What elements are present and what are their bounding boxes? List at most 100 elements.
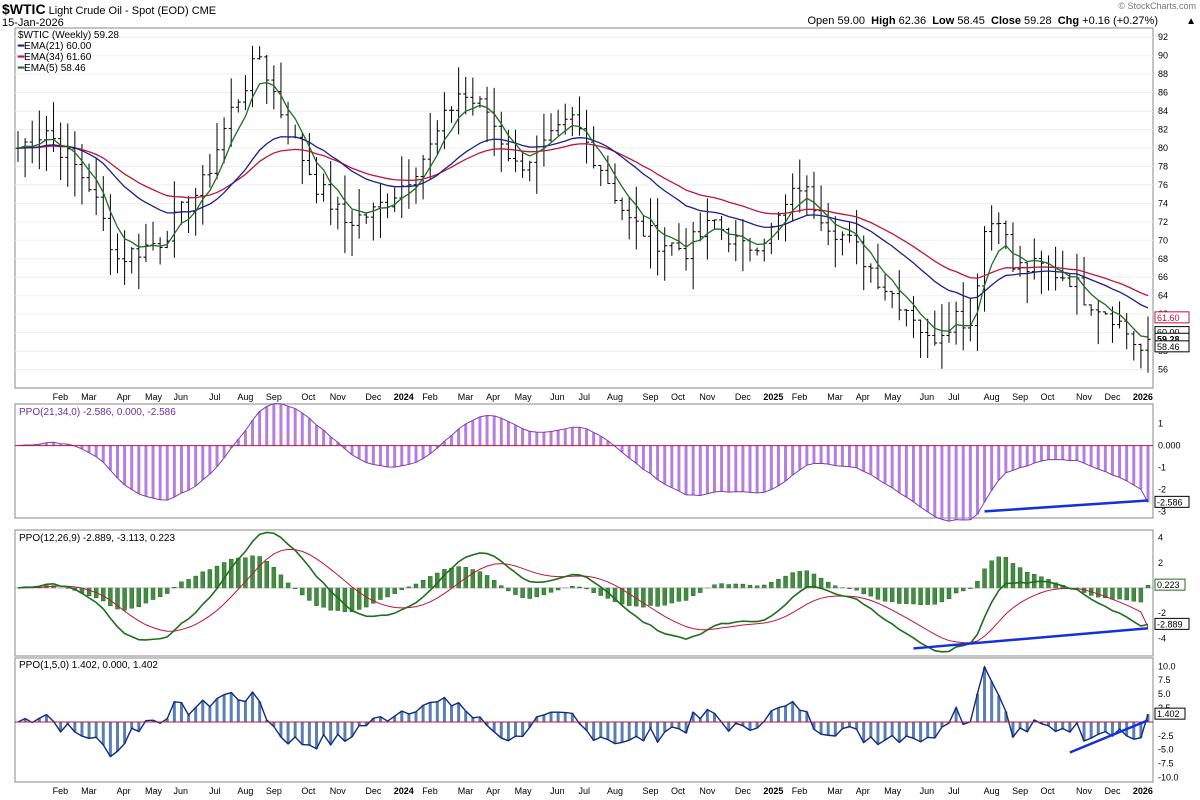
month-tick-label: Mar — [81, 392, 97, 402]
ppo2-hist-bar — [953, 587, 959, 594]
month-tick-label: Dec — [735, 392, 752, 402]
ppo2-hist-bar — [726, 584, 731, 589]
price-axis-tick-label: 78 — [1158, 161, 1168, 171]
ppo2-hist-bar — [1096, 587, 1101, 598]
month-tick-label: May — [145, 392, 163, 402]
ppo1-axis-tick-label: -2 — [1158, 485, 1166, 495]
ppo2-hist-bar — [1017, 567, 1023, 589]
ppo2-hist-bar — [236, 557, 241, 589]
ema5-value-tag-box — [1154, 340, 1190, 353]
ppo2-hist-bar — [321, 587, 326, 608]
legend-ema21: ━EMA(21) 60.00 — [18, 41, 92, 52]
ppo2-hist-bar — [996, 556, 1001, 589]
ppo2-hist-bar — [520, 587, 525, 598]
month-tick-label: May — [515, 786, 533, 796]
ppo2-hist-bar — [733, 583, 738, 589]
price-axis-tick-label: 86 — [1158, 88, 1168, 98]
close-value-tag: 59.28 — [1157, 334, 1180, 344]
month-tick-label: Feb — [53, 392, 69, 402]
ppo2-hist-bar — [875, 587, 881, 600]
month-tick-label: Nov — [330, 392, 347, 402]
month-tick-label: Jun — [920, 786, 935, 796]
month-tick-label: Feb — [422, 786, 438, 796]
instrument-name: Light Crude Oil - Spot (EOD) — [48, 5, 189, 17]
ppo3-axis-tick-label: 10.0 — [1158, 661, 1176, 671]
price-axis-tick-label: 72 — [1158, 217, 1168, 227]
month-tick-label: Mar — [827, 786, 843, 796]
month-tick-label: Mar — [458, 392, 474, 402]
ppo2-hist-bar — [932, 587, 937, 605]
month-tick-label: Oct — [671, 786, 686, 796]
ppo1-axis-tick-label: -1 — [1158, 463, 1166, 473]
month-tick-label: Jun — [550, 392, 565, 402]
ppo2-hist-bar — [229, 558, 234, 589]
ppo2-hist-bar — [278, 574, 284, 589]
ppo2-line-value: -2.889 — [1157, 619, 1183, 629]
ppo2-hist-bar — [214, 565, 220, 589]
month-tick-label: Sep — [1012, 786, 1028, 796]
month-tick-label: Nov — [699, 392, 716, 402]
ppo2-hist-bar — [101, 587, 106, 602]
ppo2-hist-bar — [889, 587, 895, 603]
ppo2-hist-bar — [804, 570, 810, 589]
ppo2-hist-bar — [143, 587, 149, 604]
ppo2-hist-bar — [200, 571, 205, 589]
ohlc-bars — [15, 45, 1151, 373]
ppo2-hist-bar — [712, 584, 717, 589]
month-tick-label: Dec — [1104, 392, 1121, 402]
ppo3-axis-tick-label: -2.5 — [1158, 731, 1174, 741]
ppo2-hist-bar — [868, 587, 874, 597]
ppo2-hist-bar — [314, 587, 319, 606]
ppo2-hist-bar — [207, 569, 213, 589]
low-label: Low — [932, 15, 955, 27]
month-tick-label: Jun — [920, 392, 935, 402]
ppo2-hist-bar — [548, 587, 554, 593]
ppo3-last-box — [1154, 707, 1186, 720]
month-tick-label: May — [884, 392, 902, 402]
ppo2-hist-bar — [762, 584, 767, 589]
ppo2-hist-bar — [555, 587, 561, 591]
ppo3-histogram — [23, 667, 1150, 757]
ppo1-last-box — [1154, 495, 1190, 508]
ppo2-hist-bar — [1046, 579, 1051, 589]
ppo2-hist-bar — [946, 587, 952, 600]
ppo2-hist-bar — [1010, 563, 1016, 589]
ppo2-hist-bar — [484, 575, 490, 589]
ppo2-hist-bar — [165, 587, 170, 594]
ppo2-hist-bar — [811, 573, 817, 589]
ppo2-axis-tick-label: -2 — [1158, 608, 1166, 618]
month-tick-label: Dec — [365, 786, 382, 796]
ppo3-last-value: 1.402 — [1157, 709, 1180, 719]
month-tick-label: Apr — [117, 392, 131, 402]
ppo3-outline — [17, 665, 1149, 758]
ppo2-hist-bar — [918, 587, 923, 606]
ppo2-hist-bar — [975, 580, 980, 589]
ppo2-hist-bar — [1024, 572, 1030, 589]
ppo2-hist-bar — [157, 587, 163, 598]
ppo2-hist-bar — [179, 581, 184, 589]
ppo2-hist-bar — [385, 587, 390, 598]
ppo2-signal-line — [17, 548, 1149, 644]
ppo2-hist-bar — [833, 585, 838, 589]
ppo3-title: PPO(1,5,0) 1.402, 0.000, 1.402 — [19, 660, 158, 671]
ppo2-panel-frame — [14, 529, 1154, 657]
ppo2-hist-bar — [378, 587, 383, 600]
ppo2-hist-bar — [676, 587, 682, 602]
month-tick-label: Jun — [550, 786, 565, 796]
ppo2-hist-bar — [861, 587, 866, 595]
ppo2-hist-bar — [193, 575, 198, 589]
ppo2-hist-bar — [1039, 576, 1044, 589]
ppo2-hist-bar — [136, 587, 142, 607]
ema34-value-tag: 61.60 — [1157, 313, 1180, 323]
month-tick-label: Sep — [643, 786, 659, 796]
ppo1-title: PPO(21,34,0) -2.586, 0.000, -2.586 — [19, 407, 176, 418]
month-tick-label: Oct — [671, 392, 686, 402]
ppo2-hist-bar — [307, 587, 312, 601]
ppo2-hist-bar — [904, 587, 909, 604]
month-tick-label: Aug — [237, 786, 253, 796]
month-tick-label: Jul — [209, 392, 221, 402]
month-tick-label: Jul — [579, 392, 591, 402]
ppo2-hist-bar — [989, 560, 994, 589]
month-tick-label: Nov — [1076, 392, 1093, 402]
price-axis-tick-label: 92 — [1158, 32, 1168, 42]
